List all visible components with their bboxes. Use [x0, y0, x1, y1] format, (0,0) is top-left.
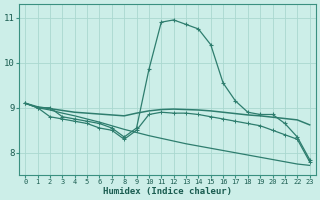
X-axis label: Humidex (Indice chaleur): Humidex (Indice chaleur)	[103, 187, 232, 196]
